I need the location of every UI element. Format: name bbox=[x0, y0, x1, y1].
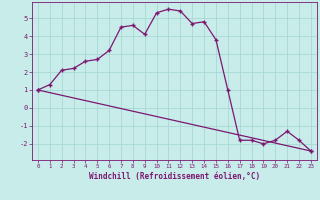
X-axis label: Windchill (Refroidissement éolien,°C): Windchill (Refroidissement éolien,°C) bbox=[89, 172, 260, 181]
